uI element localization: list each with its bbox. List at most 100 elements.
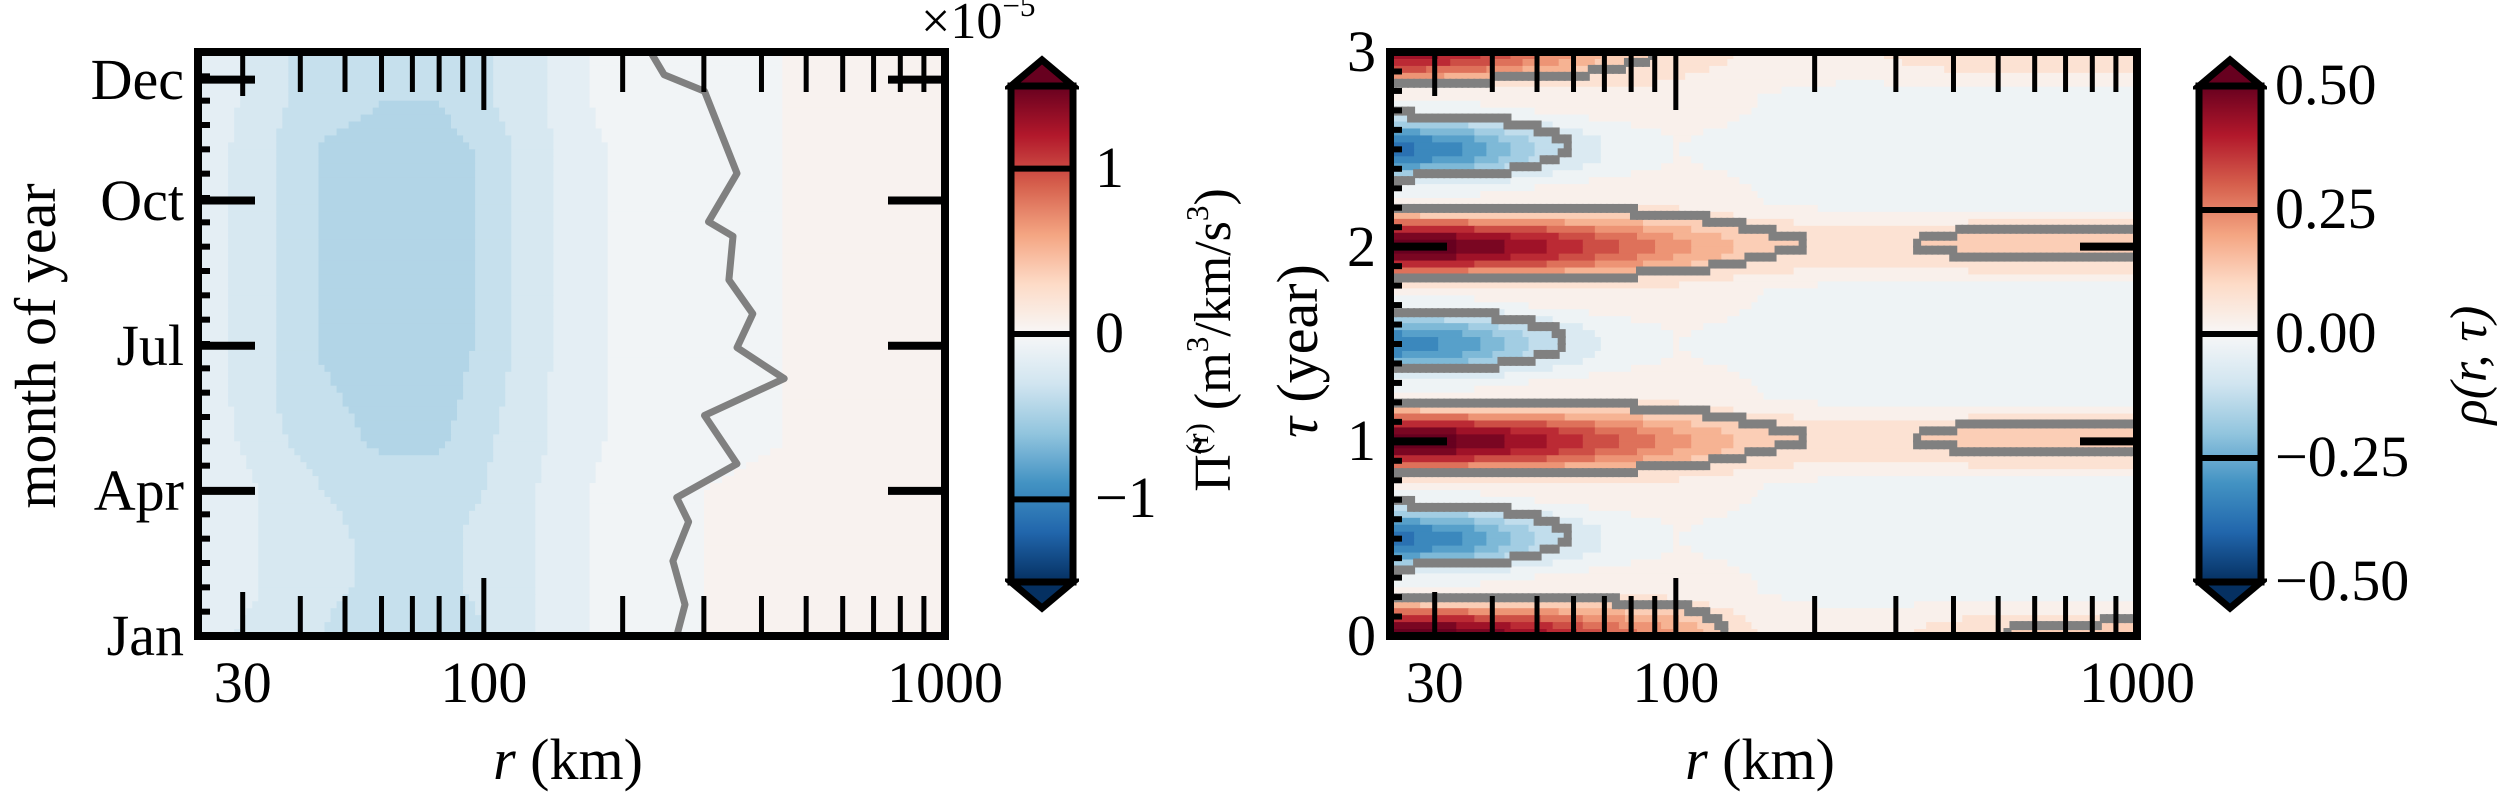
contour-line-segment: [1690, 266, 1699, 276]
contour-cell: [1474, 163, 1506, 171]
contour-cell: [282, 420, 356, 429]
contour-line-segment: [1943, 245, 1952, 255]
contour-line-segment: [1563, 203, 1572, 213]
contour-cell: [1733, 246, 1807, 255]
contour-cell: [553, 253, 609, 262]
contour-line-segment: [1913, 433, 1922, 443]
contour-line-segment: [1473, 363, 1482, 373]
contour-line-segment: [2033, 224, 2042, 234]
contour-line-segment: [2051, 447, 2060, 457]
contour-cell: [782, 72, 945, 81]
contour-line-segment: [1702, 607, 1711, 617]
contour-cell: [342, 510, 470, 519]
contour-line-segment: [1539, 398, 1548, 408]
contour-line-segment: [2117, 447, 2126, 457]
contour-line-segment: [1497, 315, 1506, 325]
contour-line-segment: [1455, 363, 1464, 373]
contour-cell: [511, 204, 555, 213]
contour-cell: [276, 211, 320, 220]
contour-cell: [475, 302, 512, 310]
contour-cell: [228, 295, 277, 303]
contour-cell: [553, 239, 609, 248]
contour-cell: [475, 184, 512, 192]
contour-cell: [1390, 142, 1415, 150]
contour-cell: [1474, 455, 1548, 463]
contour-line-segment: [1991, 447, 2000, 457]
contour-cell: [354, 413, 458, 422]
contour-cell: [553, 295, 609, 303]
contour-cell: [1420, 211, 1638, 220]
contour-cell: [535, 510, 591, 519]
contour-cell: [535, 580, 591, 588]
contour-line-segment: [2063, 224, 2072, 234]
contour-cell: [276, 350, 320, 359]
contour-cell: [228, 281, 277, 289]
contour-cell: [1540, 128, 1584, 137]
contour-line-segment: [1593, 593, 1602, 603]
contour-cell: [1588, 114, 1740, 123]
contour-line-segment: [1419, 468, 1428, 478]
contour-line-segment: [1401, 308, 1410, 318]
contour-line-segment: [1467, 203, 1476, 213]
contour-line-segment: [2123, 419, 2132, 429]
colorbar-extend-max: [1005, 55, 1079, 90]
contour-cell: [228, 191, 277, 199]
contour-cell: [198, 52, 241, 60]
contour-line-segment: [1913, 440, 1922, 450]
contour-cell: [1582, 552, 1662, 561]
contour-line-segment: [1593, 203, 1602, 213]
contour-cell: [1546, 434, 1584, 442]
contour-cell: [511, 253, 555, 262]
contour-cell: [475, 246, 512, 255]
contour-cell: [499, 114, 548, 123]
contour-line-segment: [1533, 120, 1542, 130]
contour-line-segment: [1431, 502, 1440, 512]
contour-cell: [324, 490, 482, 498]
contour-cell: [198, 385, 229, 394]
contour-line-segment: [1635, 210, 1645, 220]
contour-cell: [1655, 79, 1837, 88]
contour-cell: [1414, 538, 1463, 547]
contour-cell: [318, 191, 476, 199]
contour-line-segment: [1780, 426, 1789, 436]
contour-cell: [1390, 587, 1759, 595]
contour-line-segment: [1581, 203, 1590, 213]
contour-cell: [330, 496, 482, 505]
contour-cell: [607, 413, 783, 422]
contour-line-segment: [1696, 607, 1705, 617]
contour-line-segment: [1425, 113, 1434, 123]
contour-cell: [252, 601, 338, 609]
contour-line-segment: [1455, 78, 1464, 88]
contour-cell: [198, 462, 247, 470]
contour-line-segment: [2003, 447, 2012, 457]
contour-line-segment: [1563, 537, 1572, 547]
contour-line-segment: [1425, 593, 1434, 603]
contour-cell: [276, 225, 320, 234]
contour-cell: [1510, 52, 1536, 60]
contour-cell: [1751, 622, 1927, 630]
contour-cell: [228, 170, 277, 178]
contour-cell: [198, 364, 229, 373]
contour-cell: [1679, 615, 1710, 623]
contour-cell: [511, 302, 555, 310]
contour-cell: [547, 406, 609, 415]
contour-cell: [324, 622, 482, 630]
contour-line-segment: [1497, 468, 1506, 478]
contour-cell: [704, 615, 945, 623]
contour-cell: [276, 364, 326, 373]
contour-cell: [1504, 309, 1590, 317]
contour-line-segment: [1557, 343, 1566, 352]
contour-line-segment: [1985, 252, 1994, 262]
contour-line-segment: [1720, 217, 1729, 227]
contour-cell: [1552, 316, 1632, 324]
unit-part: (m: [1185, 352, 1242, 424]
contour-line-segment: [1479, 273, 1488, 283]
contour-cell: [198, 79, 241, 88]
contour-cell: [782, 330, 945, 338]
contour-line-segment: [1461, 308, 1470, 318]
contour-cell: [589, 538, 705, 547]
contour-line-segment: [1629, 405, 1638, 415]
contour-cell: [589, 531, 705, 540]
contour-cell: [1751, 496, 2137, 505]
colorbar-tick-label: 0.25: [2275, 176, 2377, 241]
